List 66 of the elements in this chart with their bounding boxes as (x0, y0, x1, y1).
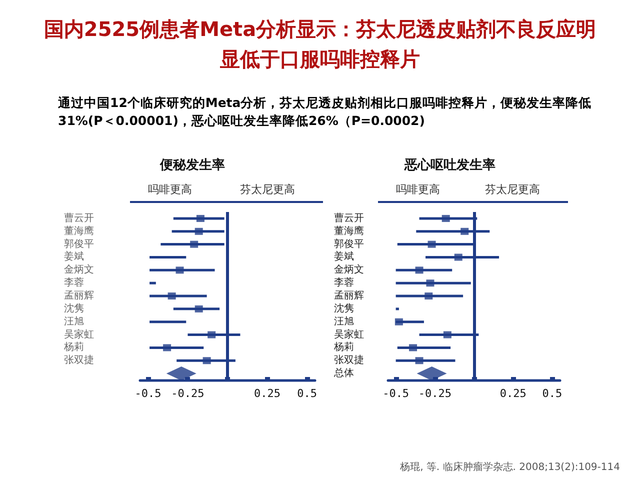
bar (150, 256, 186, 258)
x-tick-label: -0.5 (134, 387, 162, 400)
y-tick-label: 郭俊平 (334, 238, 364, 250)
point (202, 357, 211, 364)
point (194, 305, 203, 312)
point (460, 228, 469, 235)
y-tick-label: 沈隽 (334, 302, 354, 314)
x-tick-label: -0.25 (418, 387, 452, 400)
y-tick-label: 杨莉 (333, 341, 354, 354)
y-tick-label: 张双捷 (334, 354, 364, 366)
text: 吗啡更高 (396, 183, 440, 196)
y-tick-label: 姜斌 (334, 250, 354, 263)
y-tick-label: 李蓉 (64, 276, 84, 289)
point (163, 344, 172, 352)
point (415, 266, 424, 274)
point (409, 344, 418, 352)
point (428, 240, 436, 248)
y-tick-label: 董海鹰 (64, 224, 94, 237)
y-tick-label: 汪旭 (64, 315, 84, 328)
point (443, 331, 452, 338)
y-tick-label: 金炳文 (334, 264, 364, 276)
point (194, 228, 203, 235)
point (394, 318, 403, 326)
text: 国内2525例患者Meta分析显示：芬太尼透皮贴剂不良反应明显低于口服吗啡控释片 (42, 16, 598, 73)
text: 吗啡更高 (148, 183, 192, 196)
x-tick-label: 0.25 (254, 387, 281, 400)
y-tick-label: 董海鹰 (334, 224, 364, 237)
x-tick-label: 0.5 (297, 387, 317, 400)
point (454, 254, 462, 261)
text: 芬太尼更高 (240, 183, 295, 196)
y-tick-label: 李蓉 (334, 276, 354, 289)
point (190, 240, 198, 248)
y-tick-label: 吴家虹 (334, 328, 364, 340)
point (426, 280, 434, 287)
y-tick-label: 姜斌 (64, 250, 84, 263)
bar (396, 308, 399, 310)
x-tick-label: -0.5 (382, 387, 410, 400)
point (196, 214, 204, 222)
chart-title: 便秘发生率 (159, 157, 225, 173)
y-tick-label: 孟丽辉 (334, 290, 364, 302)
y-tick-label: 金炳文 (64, 264, 94, 276)
point (176, 266, 184, 274)
y-tick-label: 曹云开 (64, 212, 94, 224)
bar (150, 320, 186, 324)
y-tick-label: 郭俊平 (64, 238, 94, 250)
chart-title: 恶心呕吐发生率 (404, 157, 496, 173)
point (424, 292, 433, 300)
point (442, 214, 450, 222)
y-tick-label: 杨莉 (63, 341, 84, 354)
point (415, 357, 424, 364)
y-tick-label: 孟丽辉 (64, 290, 94, 302)
y-tick-label: 汪旭 (334, 315, 354, 328)
y-tick-label: 总体 (333, 367, 354, 380)
x-tick-label: 0.5 (542, 387, 562, 400)
y-tick-label: 曹云开 (334, 212, 364, 224)
y-tick-label: 吴家虹 (64, 328, 94, 340)
point (168, 292, 176, 300)
y-tick-label: 沈隽 (64, 302, 84, 314)
bar (150, 282, 156, 284)
text: 杨琨, 等. 临床肿瘤学杂志. 2008;13(2):109-114 (400, 460, 620, 474)
x-tick-label: 0.25 (500, 387, 526, 400)
y-tick-label: 张双捷 (64, 354, 94, 366)
x-tick-label: -0.25 (171, 387, 204, 400)
text: 通过中国12个临床研究的Meta分析，芬太尼透皮贴剂相比口服吗啡控释片，便秘发生率降低31%(P＜0.00001)，恶心呕吐发生率降低26%（P=0.0002) (58, 94, 593, 130)
point (208, 331, 216, 338)
text: 芬太尼更高 (485, 183, 540, 196)
